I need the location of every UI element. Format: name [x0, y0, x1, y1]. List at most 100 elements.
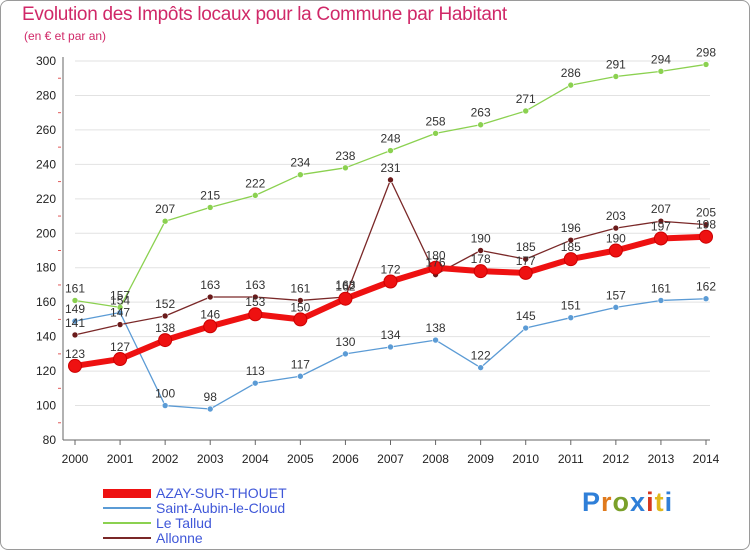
data-label-allonne: 205: [696, 206, 716, 220]
chart-title: Evolution des Impôts locaux pour la Comm…: [22, 4, 507, 25]
data-label-le-tallud: 263: [471, 106, 491, 120]
data-point-azay-sur-thouet: [158, 333, 173, 348]
x-tick-label: 2012: [603, 452, 630, 466]
data-label-allonne: 231: [380, 161, 400, 175]
data-label-le-tallud: 258: [426, 114, 446, 128]
data-label-azay-sur-thouet: 180: [426, 249, 446, 263]
data-point-azay-sur-thouet: [518, 265, 533, 280]
data-label-azay-sur-thouet: 138: [155, 321, 175, 335]
data-point-le-tallud: [567, 81, 575, 89]
data-label-azay-sur-thouet: 198: [696, 218, 716, 232]
legend-swatch-le-tallud: [103, 522, 151, 524]
data-point-saint-aubin-le-cloud: [432, 336, 439, 344]
data-point-azay-sur-thouet: [203, 319, 218, 334]
data-label-allonne: 163: [335, 278, 355, 292]
data-label-le-tallud: 161: [65, 281, 85, 295]
data-point-azay-sur-thouet: [653, 231, 668, 246]
data-point-saint-aubin-le-cloud: [342, 350, 349, 358]
data-label-azay-sur-thouet: 123: [65, 347, 85, 361]
data-label-azay-sur-thouet: 197: [651, 219, 671, 233]
data-label-saint-aubin-le-cloud: 98: [204, 390, 218, 404]
data-point-allonne: [116, 321, 124, 328]
data-label-allonne: 176: [426, 256, 446, 270]
data-point-allonne: [251, 293, 259, 301]
data-point-azay-sur-thouet: [608, 243, 623, 258]
data-point-azay-sur-thouet: [113, 352, 128, 367]
x-tick-label: 2002: [152, 452, 179, 466]
data-label-le-tallud: 207: [155, 202, 175, 216]
data-point-azay-sur-thouet: [68, 358, 82, 373]
logo-letter: o: [612, 487, 631, 517]
x-tick-label: 2013: [648, 452, 675, 466]
data-label-azay-sur-thouet: 190: [606, 232, 626, 246]
data-label-allonne: 196: [561, 221, 581, 235]
x-tick-label: 2005: [287, 452, 314, 466]
data-label-allonne: 163: [245, 278, 265, 292]
legend-label-allonne: Allonne: [156, 530, 203, 546]
x-tick-label: 2014: [693, 452, 720, 466]
y-tick-label: 80: [43, 433, 57, 447]
data-point-le-tallud: [342, 164, 349, 172]
data-label-azay-sur-thouet: 150: [290, 300, 310, 314]
data-label-le-tallud: 248: [380, 132, 400, 146]
chart-subtitle: (en € et par an): [24, 29, 107, 43]
x-tick-label: 2006: [332, 452, 359, 466]
y-tick-label: 180: [36, 261, 56, 275]
data-label-allonne: 152: [155, 297, 175, 311]
data-point-azay-sur-thouet: [293, 312, 308, 327]
data-point-saint-aubin-le-cloud: [251, 379, 259, 387]
data-point-le-tallud: [387, 147, 394, 154]
data-label-saint-aubin-le-cloud: 138: [426, 321, 446, 335]
data-label-saint-aubin-le-cloud: 149: [65, 302, 85, 316]
data-point-azay-sur-thouet: [383, 274, 398, 289]
data-label-le-tallud: 215: [200, 188, 220, 202]
data-point-saint-aubin-le-cloud: [297, 372, 304, 380]
data-label-le-tallud: 222: [245, 176, 265, 190]
data-point-saint-aubin-le-cloud: [387, 343, 394, 351]
data-point-le-tallud: [522, 107, 530, 115]
data-point-saint-aubin-le-cloud: [161, 402, 169, 409]
data-label-azay-sur-thouet: 153: [245, 295, 265, 309]
data-point-allonne: [522, 255, 530, 263]
data-point-le-tallud: [251, 192, 259, 199]
data-label-saint-aubin-le-cloud: 154: [110, 294, 130, 308]
x-tick-label: 2010: [512, 452, 539, 466]
data-label-azay-sur-thouet: 127: [110, 340, 130, 354]
logo-letter: i: [646, 487, 655, 517]
data-label-le-tallud: 294: [651, 52, 671, 66]
data-label-saint-aubin-le-cloud: 151: [561, 299, 581, 313]
data-point-le-tallud: [432, 130, 439, 137]
logo-letter: x: [630, 487, 647, 517]
data-point-azay-sur-thouet: [563, 252, 578, 267]
logo-letter: r: [601, 487, 613, 517]
data-label-azay-sur-thouet: 162: [335, 280, 355, 294]
y-tick-label: 260: [36, 123, 56, 137]
data-point-saint-aubin-le-cloud: [657, 297, 665, 304]
data-label-saint-aubin-le-cloud: 161: [651, 281, 671, 295]
data-label-allonne: 147: [110, 306, 130, 320]
data-label-saint-aubin-le-cloud: 145: [516, 309, 536, 323]
data-label-azay-sur-thouet: 172: [380, 263, 400, 277]
x-tick-label: 2000: [62, 452, 89, 466]
data-point-saint-aubin-le-cloud: [71, 317, 79, 325]
data-label-allonne: 141: [65, 316, 85, 330]
data-point-saint-aubin-le-cloud: [477, 364, 484, 371]
proxiti-logo: Proxiti: [582, 487, 673, 518]
data-label-saint-aubin-le-cloud: 134: [380, 328, 400, 342]
x-tick-label: 2011: [558, 452, 584, 466]
y-tick-label: 120: [36, 364, 56, 378]
x-tick-label: 2009: [467, 452, 494, 466]
data-point-allonne: [71, 331, 79, 339]
data-point-le-tallud: [477, 121, 484, 129]
legend-swatch-azay-sur-thouet: [103, 489, 151, 498]
data-point-le-tallud: [116, 304, 124, 311]
data-label-saint-aubin-le-cloud: 122: [471, 349, 491, 363]
logo-letter: i: [664, 487, 674, 517]
data-point-le-tallud: [612, 73, 620, 80]
data-point-allonne: [477, 247, 484, 254]
data-label-azay-sur-thouet: 146: [200, 307, 220, 321]
legend-label-saint-aubin-le-cloud: Saint-Aubin-le-Cloud: [156, 500, 286, 516]
data-point-allonne: [612, 224, 620, 232]
data-point-allonne: [297, 297, 304, 304]
